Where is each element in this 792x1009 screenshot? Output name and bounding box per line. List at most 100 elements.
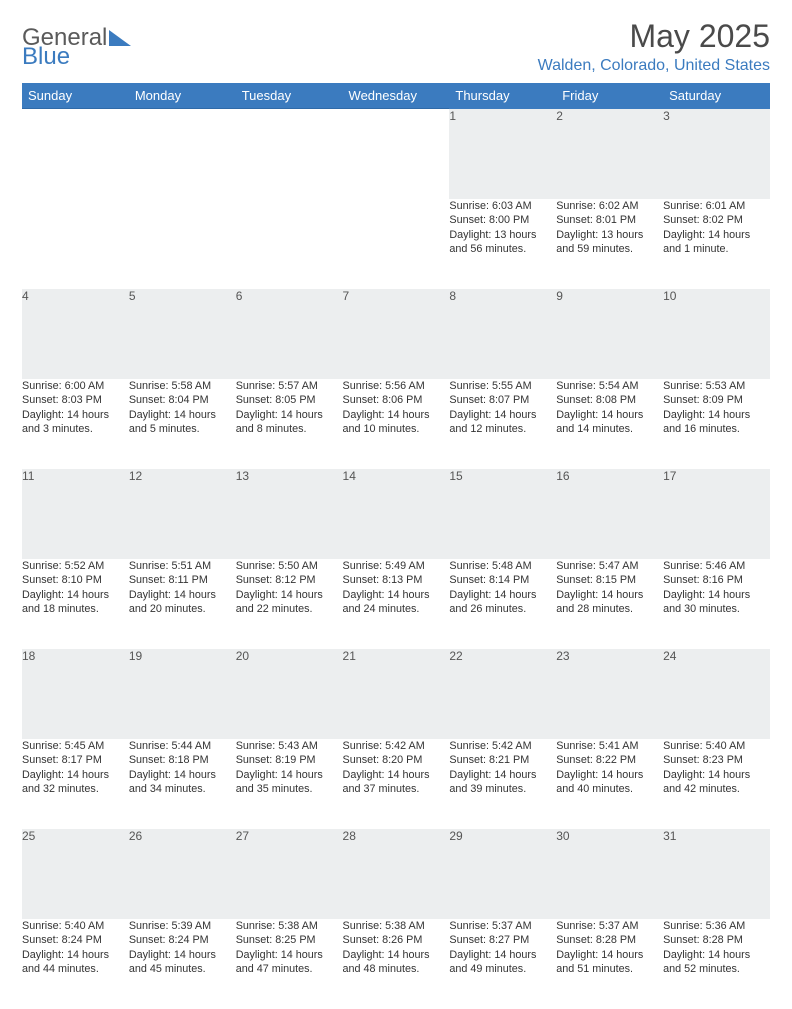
sunset-text: Sunset: 8:05 PM	[236, 393, 343, 408]
sunset-text: Sunset: 8:01 PM	[556, 213, 663, 228]
sunset-text: Sunset: 8:23 PM	[663, 753, 770, 768]
daylight-text: Daylight: 14 hours and 34 minutes.	[129, 768, 236, 797]
day-number-row: 45678910	[22, 289, 770, 379]
daylight-text: Daylight: 14 hours and 32 minutes.	[22, 768, 129, 797]
sunrise-text: Sunrise: 5:43 AM	[236, 739, 343, 754]
daylight-text: Daylight: 14 hours and 26 minutes.	[449, 588, 556, 617]
day-data-cell: Sunrise: 5:55 AMSunset: 8:07 PMDaylight:…	[449, 379, 556, 469]
day-data-cell: Sunrise: 5:57 AMSunset: 8:05 PMDaylight:…	[236, 379, 343, 469]
sunrise-text: Sunrise: 6:02 AM	[556, 199, 663, 214]
day-data-cell	[22, 199, 129, 289]
sunrise-text: Sunrise: 5:39 AM	[129, 919, 236, 934]
daylight-text: Daylight: 14 hours and 30 minutes.	[663, 588, 770, 617]
sunrise-text: Sunrise: 5:55 AM	[449, 379, 556, 394]
day-data-cell: Sunrise: 5:56 AMSunset: 8:06 PMDaylight:…	[343, 379, 450, 469]
sunrise-text: Sunrise: 5:57 AM	[236, 379, 343, 394]
sunset-text: Sunset: 8:19 PM	[236, 753, 343, 768]
sunrise-text: Sunrise: 5:53 AM	[663, 379, 770, 394]
daylight-text: Daylight: 14 hours and 40 minutes.	[556, 768, 663, 797]
day-number-cell: 17	[663, 469, 770, 559]
weekday-header: Sunday	[22, 83, 129, 109]
day-data-cell: Sunrise: 5:51 AMSunset: 8:11 PMDaylight:…	[129, 559, 236, 649]
day-number-cell: 12	[129, 469, 236, 559]
sunrise-text: Sunrise: 5:40 AM	[22, 919, 129, 934]
day-data-cell	[236, 199, 343, 289]
day-data-cell: Sunrise: 5:39 AMSunset: 8:24 PMDaylight:…	[129, 919, 236, 1009]
daylight-text: Daylight: 14 hours and 45 minutes.	[129, 948, 236, 977]
daylight-text: Daylight: 14 hours and 47 minutes.	[236, 948, 343, 977]
calendar-page: General May 2025 Walden, Colorado, Unite…	[0, 0, 792, 1009]
sunset-text: Sunset: 8:03 PM	[22, 393, 129, 408]
daylight-text: Daylight: 14 hours and 28 minutes.	[556, 588, 663, 617]
daylight-text: Daylight: 14 hours and 18 minutes.	[22, 588, 129, 617]
day-number-cell: 5	[129, 289, 236, 379]
day-number-cell: 7	[343, 289, 450, 379]
daylight-text: Daylight: 14 hours and 37 minutes.	[343, 768, 450, 797]
day-data-cell: Sunrise: 5:45 AMSunset: 8:17 PMDaylight:…	[22, 739, 129, 829]
day-data-cell: Sunrise: 5:46 AMSunset: 8:16 PMDaylight:…	[663, 559, 770, 649]
day-data-row: Sunrise: 6:00 AMSunset: 8:03 PMDaylight:…	[22, 379, 770, 469]
sunset-text: Sunset: 8:26 PM	[343, 933, 450, 948]
weekday-header-row: Sunday Monday Tuesday Wednesday Thursday…	[22, 83, 770, 109]
day-number-cell: 27	[236, 829, 343, 919]
day-number-cell: 2	[556, 109, 663, 199]
day-number-cell: 11	[22, 469, 129, 559]
day-number-cell: 9	[556, 289, 663, 379]
weekday-header: Thursday	[449, 83, 556, 109]
day-data-row: Sunrise: 5:40 AMSunset: 8:24 PMDaylight:…	[22, 919, 770, 1009]
daylight-text: Daylight: 14 hours and 12 minutes.	[449, 408, 556, 437]
day-number-row: 25262728293031	[22, 829, 770, 919]
day-data-cell: Sunrise: 6:00 AMSunset: 8:03 PMDaylight:…	[22, 379, 129, 469]
day-data-cell	[129, 199, 236, 289]
daylight-text: Daylight: 14 hours and 14 minutes.	[556, 408, 663, 437]
day-data-cell: Sunrise: 5:36 AMSunset: 8:28 PMDaylight:…	[663, 919, 770, 1009]
sunset-text: Sunset: 8:16 PM	[663, 573, 770, 588]
day-number-cell: 30	[556, 829, 663, 919]
sunset-text: Sunset: 8:06 PM	[343, 393, 450, 408]
sunset-text: Sunset: 8:12 PM	[236, 573, 343, 588]
daylight-text: Daylight: 14 hours and 3 minutes.	[22, 408, 129, 437]
day-data-cell: Sunrise: 5:43 AMSunset: 8:19 PMDaylight:…	[236, 739, 343, 829]
day-data-cell: Sunrise: 5:50 AMSunset: 8:12 PMDaylight:…	[236, 559, 343, 649]
daylight-text: Daylight: 14 hours and 16 minutes.	[663, 408, 770, 437]
sunset-text: Sunset: 8:07 PM	[449, 393, 556, 408]
sunrise-text: Sunrise: 6:03 AM	[449, 199, 556, 214]
daylight-text: Daylight: 14 hours and 42 minutes.	[663, 768, 770, 797]
day-data-cell: Sunrise: 5:52 AMSunset: 8:10 PMDaylight:…	[22, 559, 129, 649]
sunrise-text: Sunrise: 5:51 AM	[129, 559, 236, 574]
day-number-cell: 28	[343, 829, 450, 919]
day-data-cell: Sunrise: 5:53 AMSunset: 8:09 PMDaylight:…	[663, 379, 770, 469]
day-number-cell: 19	[129, 649, 236, 739]
day-number-row: 18192021222324	[22, 649, 770, 739]
day-data-cell: Sunrise: 5:49 AMSunset: 8:13 PMDaylight:…	[343, 559, 450, 649]
daylight-text: Daylight: 14 hours and 39 minutes.	[449, 768, 556, 797]
daylight-text: Daylight: 14 hours and 52 minutes.	[663, 948, 770, 977]
sunset-text: Sunset: 8:11 PM	[129, 573, 236, 588]
sunset-text: Sunset: 8:04 PM	[129, 393, 236, 408]
day-data-cell: Sunrise: 5:37 AMSunset: 8:28 PMDaylight:…	[556, 919, 663, 1009]
day-number-cell	[343, 109, 450, 199]
day-data-cell	[343, 199, 450, 289]
day-data-row: Sunrise: 5:52 AMSunset: 8:10 PMDaylight:…	[22, 559, 770, 649]
sunset-text: Sunset: 8:28 PM	[556, 933, 663, 948]
day-number-cell: 6	[236, 289, 343, 379]
daylight-text: Daylight: 14 hours and 48 minutes.	[343, 948, 450, 977]
sunset-text: Sunset: 8:14 PM	[449, 573, 556, 588]
day-data-row: Sunrise: 5:45 AMSunset: 8:17 PMDaylight:…	[22, 739, 770, 829]
day-number-cell: 20	[236, 649, 343, 739]
sunrise-text: Sunrise: 5:37 AM	[556, 919, 663, 934]
day-number-cell: 21	[343, 649, 450, 739]
sunrise-text: Sunrise: 5:48 AM	[449, 559, 556, 574]
sunrise-text: Sunrise: 5:40 AM	[663, 739, 770, 754]
sunrise-text: Sunrise: 5:52 AM	[22, 559, 129, 574]
sunrise-text: Sunrise: 5:37 AM	[449, 919, 556, 934]
sunrise-text: Sunrise: 5:56 AM	[343, 379, 450, 394]
calendar-table: Sunday Monday Tuesday Wednesday Thursday…	[22, 83, 770, 1009]
sunrise-text: Sunrise: 5:36 AM	[663, 919, 770, 934]
day-data-cell: Sunrise: 5:41 AMSunset: 8:22 PMDaylight:…	[556, 739, 663, 829]
day-number-row: 11121314151617	[22, 469, 770, 559]
day-number-cell: 31	[663, 829, 770, 919]
daylight-text: Daylight: 13 hours and 56 minutes.	[449, 228, 556, 257]
sunrise-text: Sunrise: 6:01 AM	[663, 199, 770, 214]
day-number-cell: 4	[22, 289, 129, 379]
